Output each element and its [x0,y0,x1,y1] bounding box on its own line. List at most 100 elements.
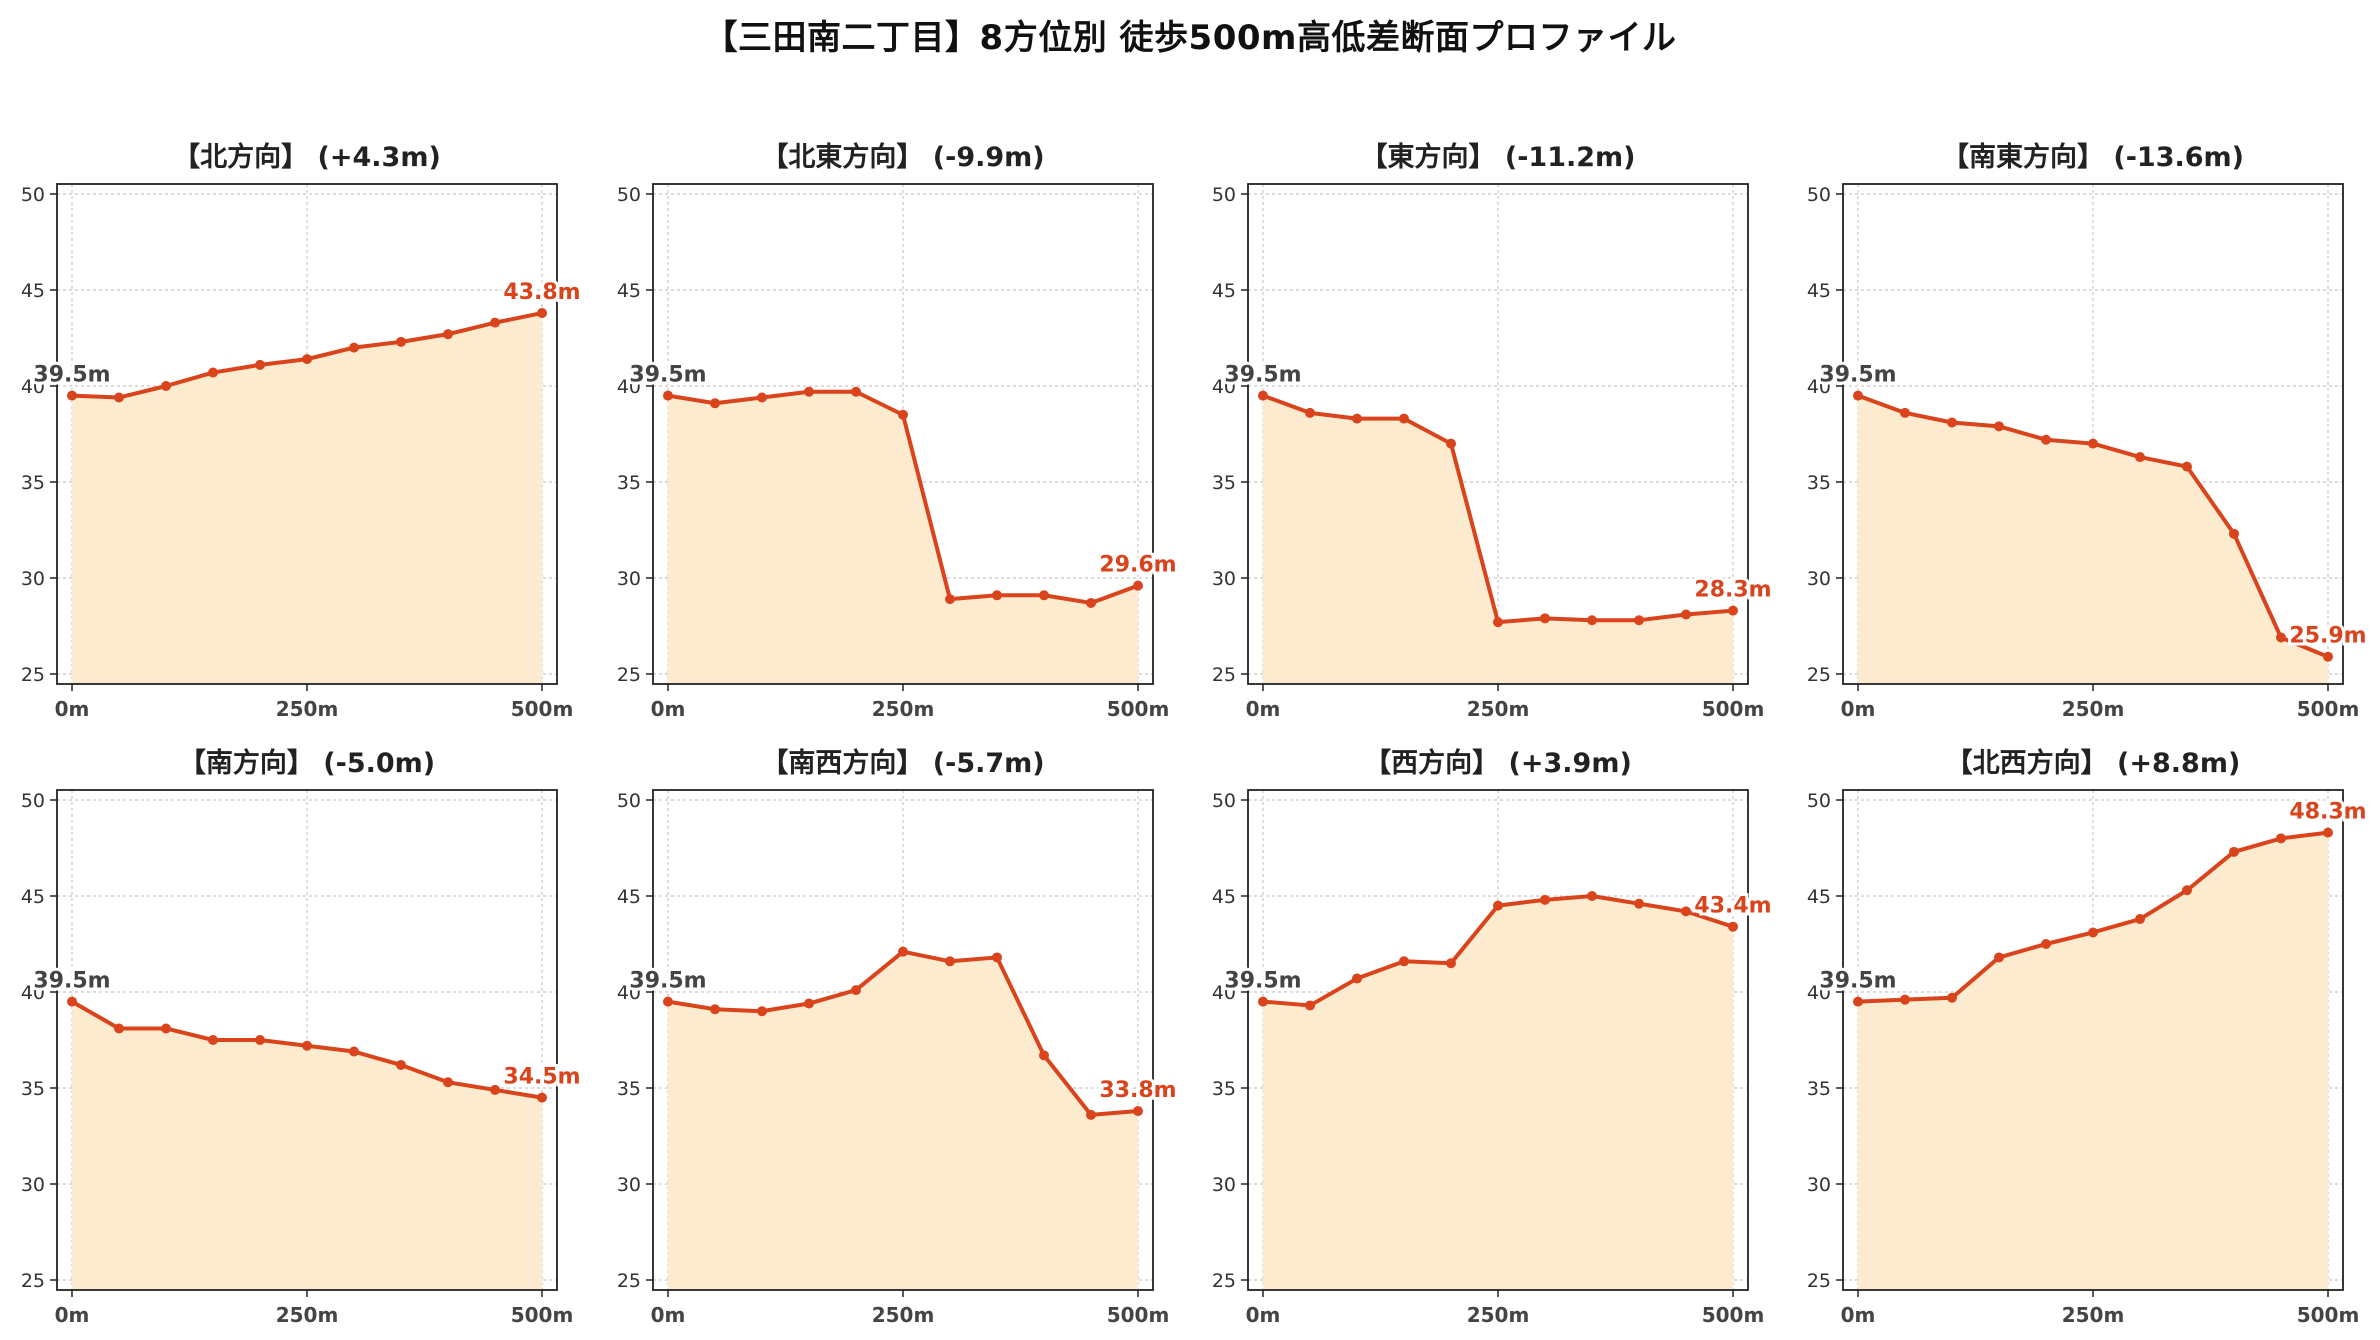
data-point [2135,452,2145,463]
data-point [992,952,1002,963]
y-tick-label: 35 [617,1078,641,1100]
data-point [1305,407,1315,418]
data-point [1634,898,1644,909]
data-point [2229,528,2239,539]
data-point [757,392,767,403]
y-tick-label: 45 [617,886,641,908]
start-elevation-label: 39.5m [33,969,110,994]
x-tick-label: 500m [1702,1303,1765,1327]
y-tick-label: 25 [617,1270,641,1292]
y-tick-label: 25 [21,1270,45,1292]
data-point [2182,885,2192,896]
y-tick-label: 30 [21,1174,45,1196]
y-tick-label: 40 [617,376,641,398]
end-elevation-label: 25.9m [2289,624,2366,649]
y-tick-label: 40 [21,376,45,398]
y-tick-label: 35 [1212,472,1236,494]
x-tick-label: 250m [2062,1303,2125,1327]
x-tick-label: 0m [1246,1303,1281,1327]
y-tick-label: 25 [21,664,45,686]
data-point [1399,956,1409,967]
x-tick-label: 0m [1841,1303,1876,1327]
data-point [302,354,312,365]
data-point [1634,615,1644,626]
data-point [2041,434,2051,445]
data-point [992,590,1002,601]
y-tick-label: 25 [1212,664,1236,686]
page-title: 【三田南二丁目】8方位別 徒歩500m高低差断面プロファイル [703,18,1677,58]
data-point [349,342,359,353]
start-elevation-label: 39.5m [629,969,706,994]
chart-title: 【南西方向】 (-5.7m) [761,747,1044,779]
y-tick-label: 30 [617,1174,641,1196]
x-tick-label: 250m [2062,697,2125,721]
data-point [1305,1000,1315,1011]
data-point [710,1004,720,1015]
data-point [1039,590,1049,601]
data-point [945,956,955,967]
end-elevation-label: 43.4m [1694,894,1771,919]
y-tick-label: 50 [1212,790,1236,812]
data-point [2135,914,2145,925]
elevation-area [1858,832,2328,1290]
elevation-area [1263,395,1733,684]
data-point [1540,613,1550,624]
data-point [161,381,171,391]
data-point [663,390,673,401]
data-point [255,359,265,370]
data-point [1352,413,1362,424]
data-point [67,390,77,401]
data-point [1540,894,1550,905]
y-tick-label: 50 [1807,184,1831,206]
end-elevation-label: 33.8m [1099,1078,1176,1103]
x-tick-label: 0m [55,697,90,721]
x-tick-label: 500m [2297,697,2360,721]
data-point [1039,1050,1049,1061]
start-elevation-label: 39.5m [629,363,706,388]
data-point [851,985,861,996]
x-tick-label: 0m [1246,697,1281,721]
y-tick-label: 30 [1212,568,1236,590]
data-point [2276,632,2286,643]
y-tick-label: 30 [21,568,45,590]
data-point [2088,927,2098,938]
x-tick-label: 250m [1467,1303,1530,1327]
data-point [663,996,673,1007]
y-tick-label: 45 [617,280,641,302]
data-point [1587,615,1597,626]
chart-title: 【北東方向】 (-9.9m) [761,141,1044,173]
data-point [1446,958,1456,969]
data-point [443,1077,453,1088]
y-tick-label: 30 [1807,1174,1831,1196]
start-elevation-label: 39.5m [1819,969,1896,994]
y-tick-label: 50 [617,184,641,206]
x-tick-label: 250m [276,1303,339,1327]
data-point [898,946,908,957]
data-point [396,336,406,347]
y-tick-label: 45 [1807,280,1831,302]
data-point [1900,407,1910,418]
elevation-area [72,313,542,684]
data-point [161,1023,171,1034]
data-point [2041,939,2051,949]
y-tick-label: 30 [1807,568,1831,590]
y-tick-label: 50 [1807,790,1831,812]
data-point [1493,617,1503,628]
chart-title: 【南東方向】 (-13.6m) [1942,141,2244,173]
chart-title: 【東方向】 (-11.2m) [1360,141,1635,173]
x-tick-label: 250m [872,697,935,721]
data-point [114,392,124,403]
data-point [1133,1106,1143,1117]
x-tick-label: 0m [651,1303,686,1327]
x-tick-label: 500m [511,697,574,721]
y-tick-label: 25 [1807,664,1831,686]
y-tick-label: 30 [1212,1174,1236,1196]
data-point [349,1046,359,1057]
data-point [1086,597,1096,608]
data-point [1352,973,1362,984]
data-point [804,998,814,1009]
start-elevation-label: 39.5m [33,363,110,388]
data-point [2276,833,2286,844]
